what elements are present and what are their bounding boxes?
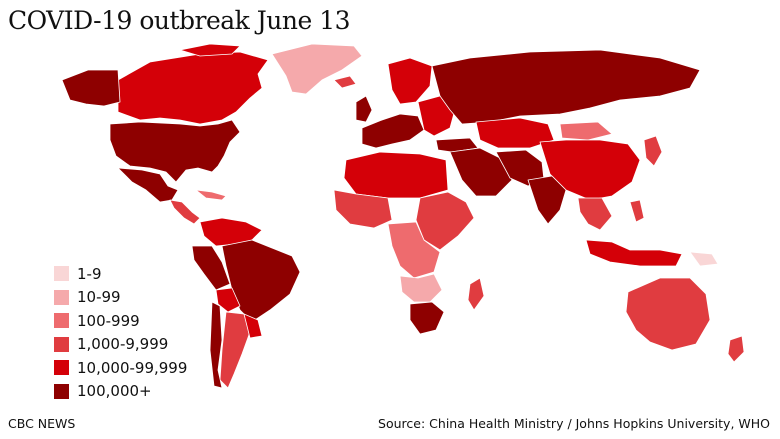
- legend-swatch: [54, 383, 69, 399]
- region-central-america: [169, 199, 201, 225]
- region-arctic-islands: [179, 43, 241, 57]
- legend-item: 1-9: [54, 262, 187, 286]
- region-russia: [431, 49, 701, 125]
- region-iceland: [333, 75, 357, 89]
- region-new-zealand: [727, 335, 745, 363]
- legend-item: 10-99: [54, 286, 187, 310]
- region-southern-africa: [399, 273, 443, 303]
- legend-item: 1,000-9,999: [54, 333, 187, 357]
- region-madagascar: [467, 277, 485, 311]
- region-mexico: [117, 167, 179, 203]
- legend-swatch: [54, 336, 69, 352]
- region-uk: [355, 95, 373, 123]
- region-middle-east: [449, 147, 513, 197]
- region-east-africa: [415, 191, 475, 251]
- map-legend: 1-9 10-99 100-999 1,000-9,999 10,000-99,…: [54, 262, 187, 403]
- region-alaska: [61, 69, 121, 107]
- legend-swatch: [54, 360, 69, 376]
- legend-swatch: [54, 266, 69, 282]
- legend-label: 10,000-99,999: [77, 358, 188, 377]
- region-north-africa: [343, 151, 449, 199]
- legend-item: 100,000+: [54, 380, 187, 404]
- region-brazil: [221, 239, 301, 323]
- region-southeast-asia: [577, 197, 613, 231]
- legend-label: 1,000-9,999: [77, 335, 169, 354]
- region-central-africa: [387, 221, 441, 279]
- world-map: [61, 43, 745, 389]
- region-scandinavia: [387, 57, 433, 105]
- legend-swatch: [54, 313, 69, 329]
- region-peru: [191, 245, 231, 291]
- region-greenland: [271, 43, 363, 95]
- legend-label: 100,000+: [77, 382, 152, 401]
- legend-label: 10-99: [77, 288, 121, 307]
- legend-item: 100-999: [54, 309, 187, 333]
- region-usa: [109, 119, 241, 183]
- region-west-africa: [333, 189, 393, 229]
- region-japan-korea: [643, 135, 663, 167]
- region-mongolia: [559, 121, 613, 141]
- region-australia: [625, 277, 711, 351]
- legend-swatch: [54, 289, 69, 305]
- region-canada: [117, 51, 269, 125]
- region-caribbean: [195, 189, 227, 201]
- region-south-africa: [409, 301, 445, 335]
- map-title: COVID-19 outbreak June 13: [8, 6, 351, 35]
- legend-item: 10,000-99,999: [54, 356, 187, 380]
- region-philippines: [629, 199, 645, 223]
- legend-label: 100-999: [77, 311, 140, 330]
- region-indonesia: [585, 239, 683, 267]
- publisher-credit: CBC NEWS: [8, 416, 76, 431]
- region-papua-new-guinea: [689, 251, 719, 267]
- region-chile: [209, 301, 223, 389]
- source-credit: Source: China Health Ministry / Johns Ho…: [378, 416, 770, 431]
- region-india: [527, 175, 567, 225]
- region-argentina: [219, 311, 251, 389]
- region-bolivia: [215, 287, 241, 313]
- region-western-europe: [361, 113, 425, 149]
- legend-label: 1-9: [77, 264, 102, 283]
- region-paraguay-uruguay: [243, 313, 263, 339]
